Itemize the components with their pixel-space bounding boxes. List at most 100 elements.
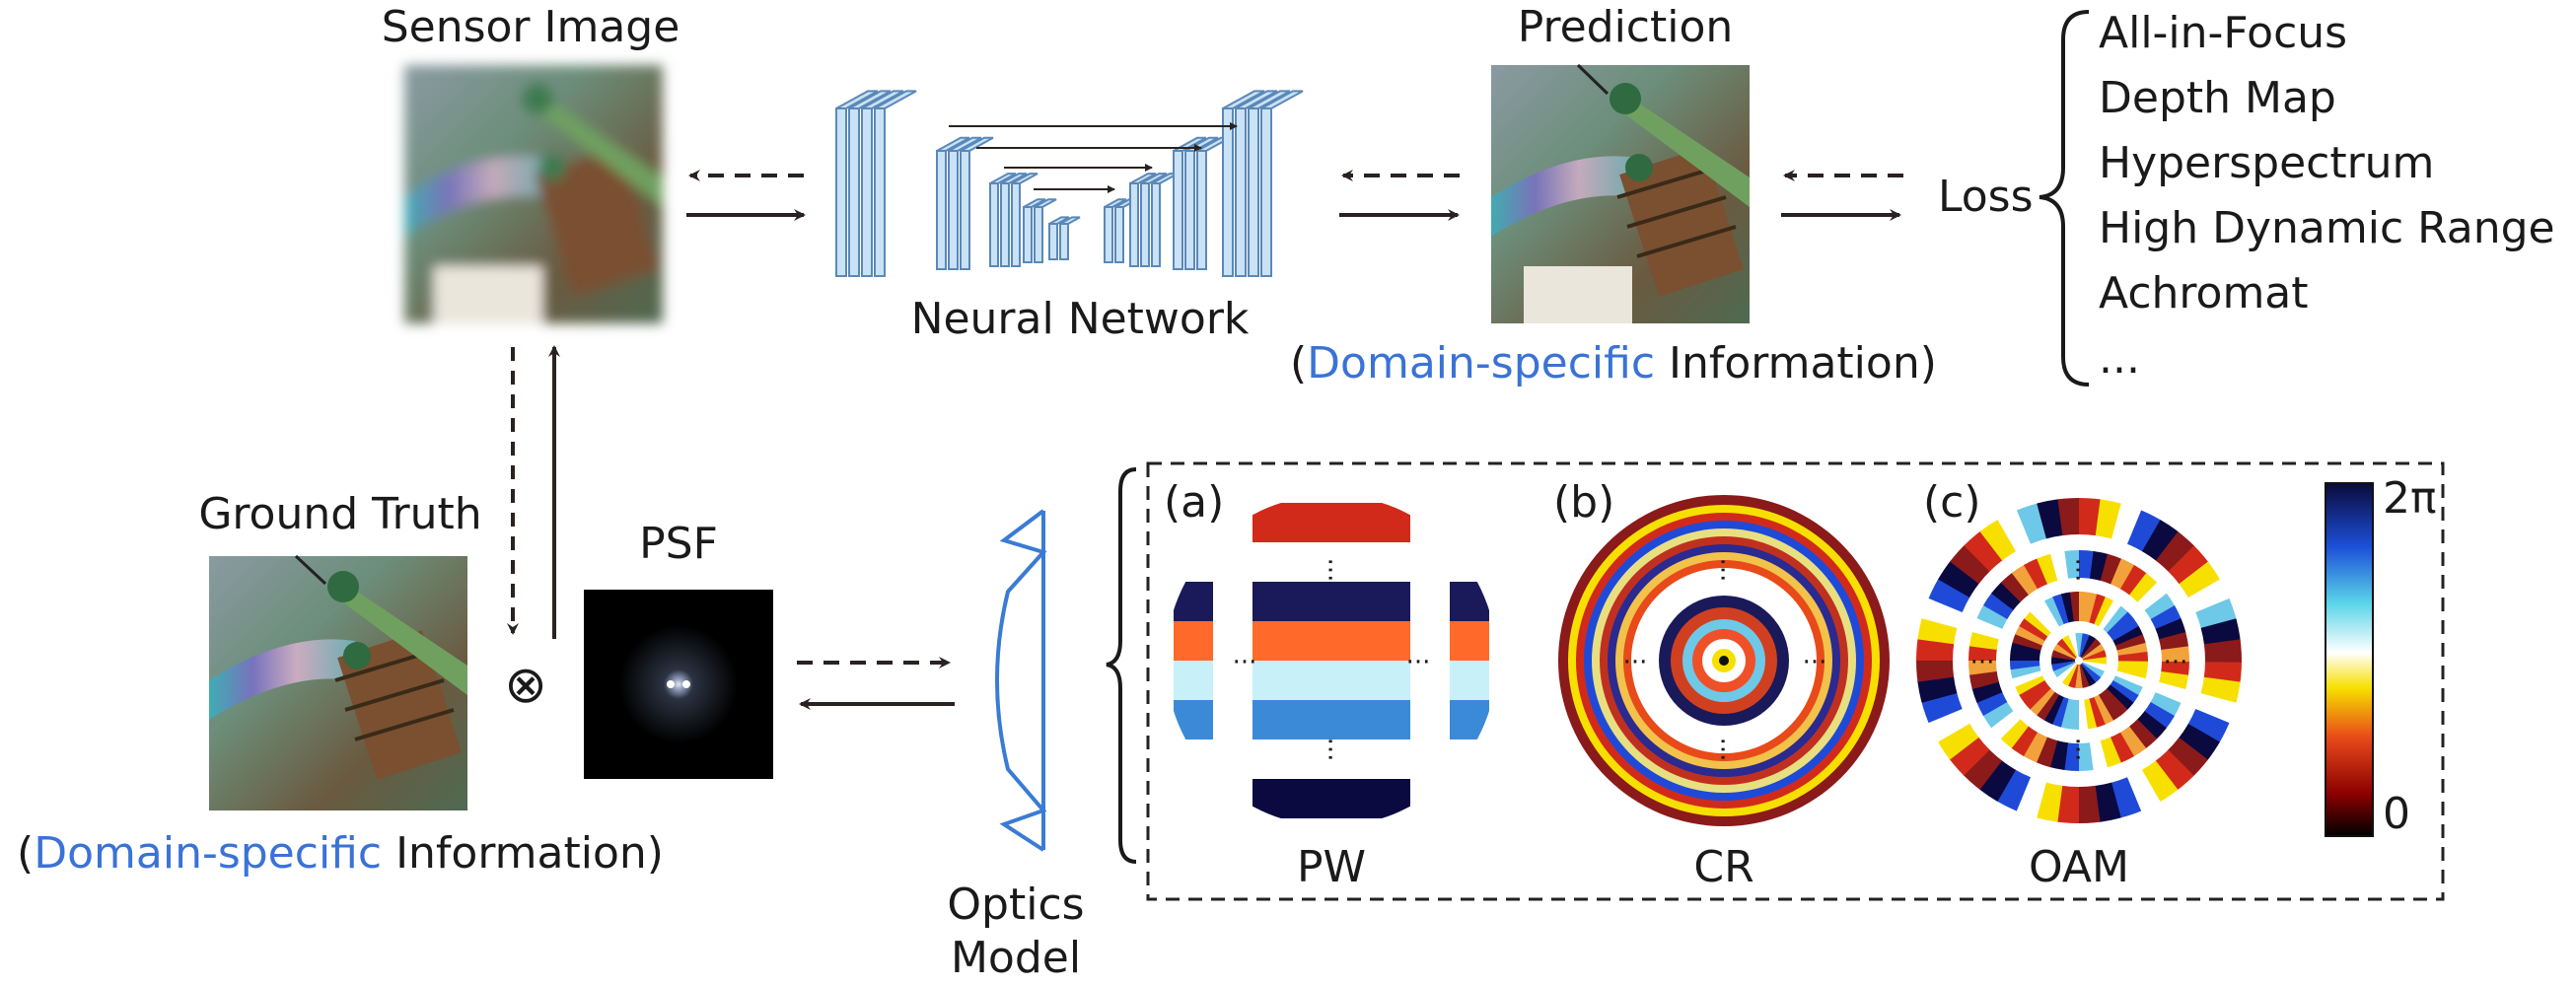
unet-block <box>1196 150 1207 270</box>
oam-segment <box>2187 709 2231 744</box>
pw-cell <box>1292 779 1331 818</box>
oam-segment <box>2014 776 2046 819</box>
pw-cell <box>1371 582 1410 621</box>
oam-segment <box>2142 519 2181 562</box>
pw-cell <box>1450 621 1489 661</box>
ellipsis-marker: ··· <box>2062 738 2092 762</box>
oam-segment <box>2036 737 2058 768</box>
oam-segment <box>2140 760 2180 804</box>
unet-block <box>1104 206 1113 263</box>
oam-segment <box>2080 664 2093 686</box>
oam-segment <box>2203 639 2242 663</box>
oam-segment <box>2082 663 2104 678</box>
convolution-symbol: ⊗ <box>504 656 547 715</box>
ellipsis-marker: ··· <box>1970 648 1995 677</box>
pw-cell <box>1252 661 1292 700</box>
oam-segment <box>1977 759 2016 803</box>
unet-block <box>1260 107 1272 277</box>
oam-segment <box>2083 657 2108 662</box>
domain-info-top: (Domain-specific Information) <box>1290 338 1937 388</box>
pw-cell <box>1331 661 1371 700</box>
unet-block <box>1151 182 1161 267</box>
oam-segment <box>2059 638 2077 659</box>
pw-cell <box>1371 700 1410 740</box>
pw-cell <box>1331 582 1371 621</box>
output-item: ... <box>2099 333 2140 384</box>
pw-cell <box>1174 621 1213 661</box>
ellipsis-marker: ··· <box>2062 558 2092 583</box>
oam-segment <box>2068 664 2078 687</box>
oam-segment <box>1916 659 1955 682</box>
pw-cell <box>1331 621 1371 661</box>
neural-network-unet <box>835 90 1304 277</box>
oam-segment <box>2010 651 2040 661</box>
oam-segment <box>2064 664 2078 686</box>
pw-cell <box>1331 779 1371 818</box>
unet-block <box>1011 182 1021 267</box>
oam-segment <box>1927 577 1970 612</box>
oam-segment <box>2082 662 2105 675</box>
oam-segment <box>1920 596 1964 628</box>
oam-segment <box>2154 749 2195 792</box>
oam-segment <box>2150 605 2182 630</box>
cr-pattern <box>1558 495 1890 826</box>
pw-cell <box>1174 582 1213 621</box>
oam-segment <box>2107 684 2134 710</box>
pw-cell <box>1292 621 1331 661</box>
oam-segment <box>1991 582 2022 610</box>
oam-segment <box>2079 550 2095 579</box>
oam-segment <box>2063 742 2079 771</box>
oam-segment <box>2081 663 2099 683</box>
oam-segment <box>2089 594 2107 625</box>
psf-title: PSF <box>639 519 718 569</box>
pw-cell <box>1450 582 1489 621</box>
oam-segment <box>1971 617 2003 640</box>
pw-cell <box>1252 582 1292 621</box>
pw-cell <box>1450 779 1489 818</box>
output-item: All-in-Focus <box>2099 8 2347 58</box>
oam-segment <box>2036 691 2059 721</box>
oam-segment <box>2078 665 2083 689</box>
oam-segment <box>2024 558 2048 590</box>
unet-block <box>1173 150 1183 270</box>
oam-segment <box>2052 650 2076 660</box>
oam-segment <box>2080 664 2090 688</box>
oam-segment <box>2120 565 2148 596</box>
oam-segment <box>2100 553 2122 585</box>
ground-truth-image <box>209 554 467 810</box>
oam-segment <box>2077 742 2094 772</box>
oam-segment <box>2050 660 2075 665</box>
oam-segment <box>2103 688 2128 716</box>
unet-block <box>1129 182 1139 267</box>
oam-segment <box>2203 661 2242 684</box>
oam-segment <box>2012 633 2043 651</box>
oam-segment <box>2187 579 2231 614</box>
oam-segment <box>2111 502 2144 545</box>
pw-cell <box>1371 503 1410 542</box>
oam-segment <box>1949 543 1991 585</box>
oam-segment <box>1936 722 1979 761</box>
oam-segment <box>2094 597 2114 627</box>
pw-cell <box>1371 621 1410 661</box>
oam-segment <box>2019 617 2048 641</box>
oam-segment <box>2127 509 2163 552</box>
neural-network-label: Neural Network <box>911 294 1250 344</box>
oam-segment <box>2044 597 2065 627</box>
pw-cell <box>1252 503 1292 542</box>
oam-segment <box>2010 726 2038 756</box>
pw-cell <box>1450 661 1489 700</box>
oam-segment <box>2054 663 2076 677</box>
cr-center <box>1719 656 1729 666</box>
oam-segment <box>2119 726 2147 757</box>
oam-segment <box>2089 697 2106 728</box>
oam-segment <box>2030 605 2055 633</box>
oam-segment <box>2116 642 2148 657</box>
oam-segment <box>2168 544 2210 586</box>
oam-segment <box>2030 688 2055 716</box>
oam-segment <box>1916 637 1955 661</box>
oam-segment <box>2110 732 2134 763</box>
oam-segment <box>2090 551 2110 582</box>
unet-block <box>1248 107 1259 277</box>
oam-segment <box>2117 661 2148 670</box>
psf-image <box>584 590 773 779</box>
